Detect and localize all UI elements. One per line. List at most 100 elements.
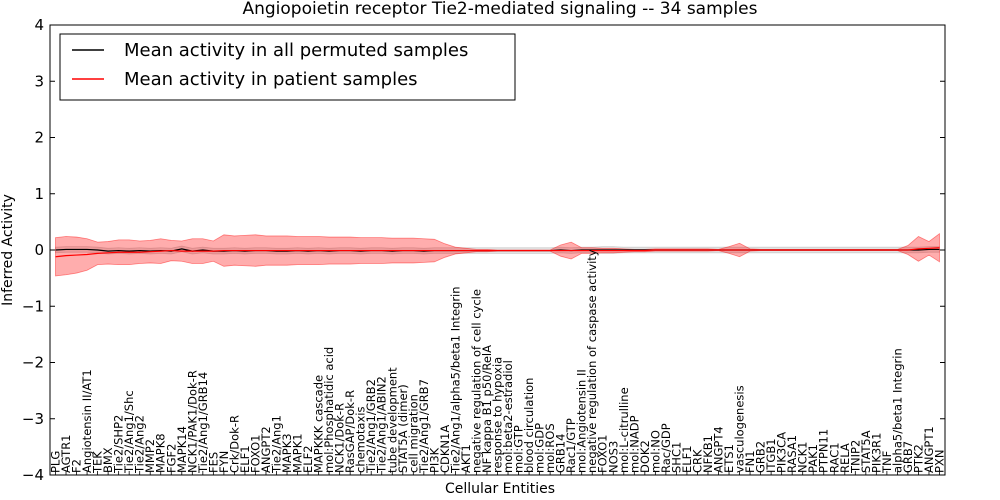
legend-label-patient: Mean activity in patient samples — [124, 69, 418, 90]
category-label: Tie2/Ang1/GRB7 — [417, 379, 431, 474]
category-label: mol:ROS — [543, 423, 557, 473]
x-axis-label: Cellular Entities — [445, 481, 555, 497]
category-label: Rac1/GTP — [564, 418, 578, 473]
category-label: response to hypoxia — [491, 357, 505, 473]
category-label: TEK — [91, 451, 105, 474]
category-label: blood circulation — [522, 378, 536, 473]
category-label: Rac/GDP — [659, 423, 673, 473]
band-patient — [55, 232, 940, 277]
category-label: NOS3 — [606, 441, 620, 473]
category-label: ELF1 — [680, 445, 694, 473]
category-label: tube development — [385, 367, 399, 473]
category-label: RasGAP/Dok-R — [343, 390, 357, 473]
category-label: RAC1 — [827, 442, 841, 473]
category-label: AKT1 — [459, 444, 473, 473]
category-label: DOK2 — [638, 440, 652, 473]
category-label: Tie2/Ang1/ABIN2 — [375, 376, 389, 474]
y-tick-label: −2 — [22, 354, 44, 372]
category-label: FN1 — [743, 450, 757, 473]
series-lines — [55, 247, 940, 258]
category-label: mol:GDP — [533, 423, 547, 473]
category-label: NCK1/PAK1/Dok-R — [185, 370, 199, 473]
category-label: alpha5/beta1 Integrin — [890, 348, 904, 473]
category-label: ANGPT4 — [712, 426, 726, 473]
category-label: cell migration — [406, 394, 420, 473]
category-label: Tie2/SHP2 — [112, 415, 126, 474]
category-label: mol:NADP — [627, 415, 641, 473]
plot-frame — [49, 24, 946, 476]
category-label: PAK1 — [806, 444, 820, 473]
category-label: NCK1/Dok-R — [333, 403, 347, 473]
category-label: ITGB1 — [764, 438, 778, 473]
y-tick-label: 3 — [34, 72, 44, 90]
category-label: MAPKKK cascade — [312, 375, 326, 473]
category-label: PXN — [933, 450, 947, 473]
category-label: CRK — [690, 449, 704, 473]
category-label: ANGPT2 — [259, 426, 273, 473]
category-label: BMX — [101, 447, 115, 473]
category-label: PIK3CA — [775, 432, 789, 473]
category-label: negative regulation of caspase activity — [585, 249, 599, 473]
category-label: CDKN1A — [438, 425, 452, 473]
category-label: Tie2/Ang1/GRB2 — [364, 379, 378, 474]
y-axis-label: Inferred Activity — [0, 194, 16, 306]
category-label: mol:GTP — [512, 425, 526, 473]
category-label: PTK2 — [911, 444, 925, 473]
category-label: STAT5A — [859, 430, 873, 473]
category-label: RASA1 — [785, 435, 799, 473]
category-label: mol:beta2-estradiol — [501, 360, 515, 473]
category-label: GRB7 — [901, 441, 915, 473]
y-tick-label: 4 — [34, 16, 44, 34]
category-label: NFKB1 — [701, 435, 715, 473]
category-label: Tie2/Ang2 — [133, 415, 147, 474]
category-label: FYN — [217, 451, 231, 473]
legend: Mean activity in all permuted samples Me… — [59, 33, 516, 101]
category-label: mol:L-citrulline — [617, 387, 631, 473]
category-label: Tie2/Ang1/alpha5/beta1 Integrin — [448, 286, 462, 474]
category-label: negative regulation of cell cycle — [469, 289, 483, 473]
category-label: vasculogenesis — [733, 385, 747, 473]
y-axis-ticks: −4 −3 −2 −1 0 1 2 3 4 — [22, 16, 945, 484]
category-label: PLG — [49, 451, 63, 473]
chart-title: Angiopoietin receptor Tie2-mediated sign… — [242, 0, 757, 19]
category-label: FES — [206, 452, 220, 473]
legend-box — [59, 33, 516, 101]
category-label: PIK3R1 — [869, 433, 883, 474]
category-label: ELF2 — [301, 445, 315, 473]
category-label: ANGPT1 — [922, 426, 936, 473]
category-label: FOXO1 — [248, 435, 262, 473]
category-label: FOXO1 — [596, 435, 610, 473]
category-label: Tie2/Ang1/GRB14 — [196, 372, 210, 474]
category-label: TNF — [880, 451, 894, 474]
category-label: Tie2/Ang1/Shc — [122, 390, 136, 474]
category-label: GRB2 — [754, 441, 768, 473]
category-label: mol:NO — [648, 430, 662, 473]
y-tick-label: 2 — [34, 129, 44, 147]
category-label: ETS1 — [722, 444, 736, 473]
category-label: mol:Angiotensin II — [575, 369, 589, 473]
category-label: SHC1 — [669, 442, 683, 473]
category-label: AGTR1 — [59, 435, 73, 474]
category-label: chemotaxis — [354, 407, 368, 473]
category-label: MAPK8 — [154, 433, 168, 473]
category-label: PI3K — [427, 447, 441, 473]
category-label: MAPK1 — [291, 433, 305, 473]
legend-label-permuted: Mean activity in all permuted samples — [124, 40, 468, 61]
confidence-bands — [55, 232, 940, 277]
y-tick-label: −3 — [22, 410, 44, 428]
category-label: STAT5A (dimer) — [396, 384, 410, 473]
category-label: Tie2/Ang1 — [270, 415, 284, 474]
category-label: NF kappa B1 p50/RelA — [480, 345, 494, 473]
category-label: FGF2 — [164, 444, 178, 473]
category-label: mol:Phosphatidic acid — [322, 347, 336, 473]
y-tick-label: −1 — [22, 297, 44, 315]
category-label: ELF1 — [238, 445, 252, 473]
category-label: NCK1 — [796, 442, 810, 474]
y-tick-label: 1 — [34, 185, 44, 203]
y-tick-label: 0 — [34, 241, 44, 259]
category-label: Crk/Dok-R — [227, 415, 241, 473]
line-patient-mean — [55, 247, 940, 258]
category-label: TNIP2 — [848, 440, 862, 474]
